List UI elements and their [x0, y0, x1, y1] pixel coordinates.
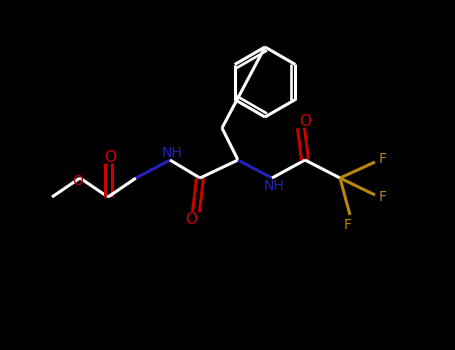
Text: NH: NH	[162, 146, 182, 160]
Text: O: O	[299, 114, 311, 130]
Text: O: O	[72, 174, 83, 188]
Text: O: O	[185, 212, 197, 228]
Text: F: F	[379, 152, 387, 166]
Text: F: F	[344, 218, 352, 232]
Text: O: O	[104, 149, 116, 164]
Text: F: F	[379, 190, 387, 204]
Text: NH: NH	[263, 179, 284, 193]
